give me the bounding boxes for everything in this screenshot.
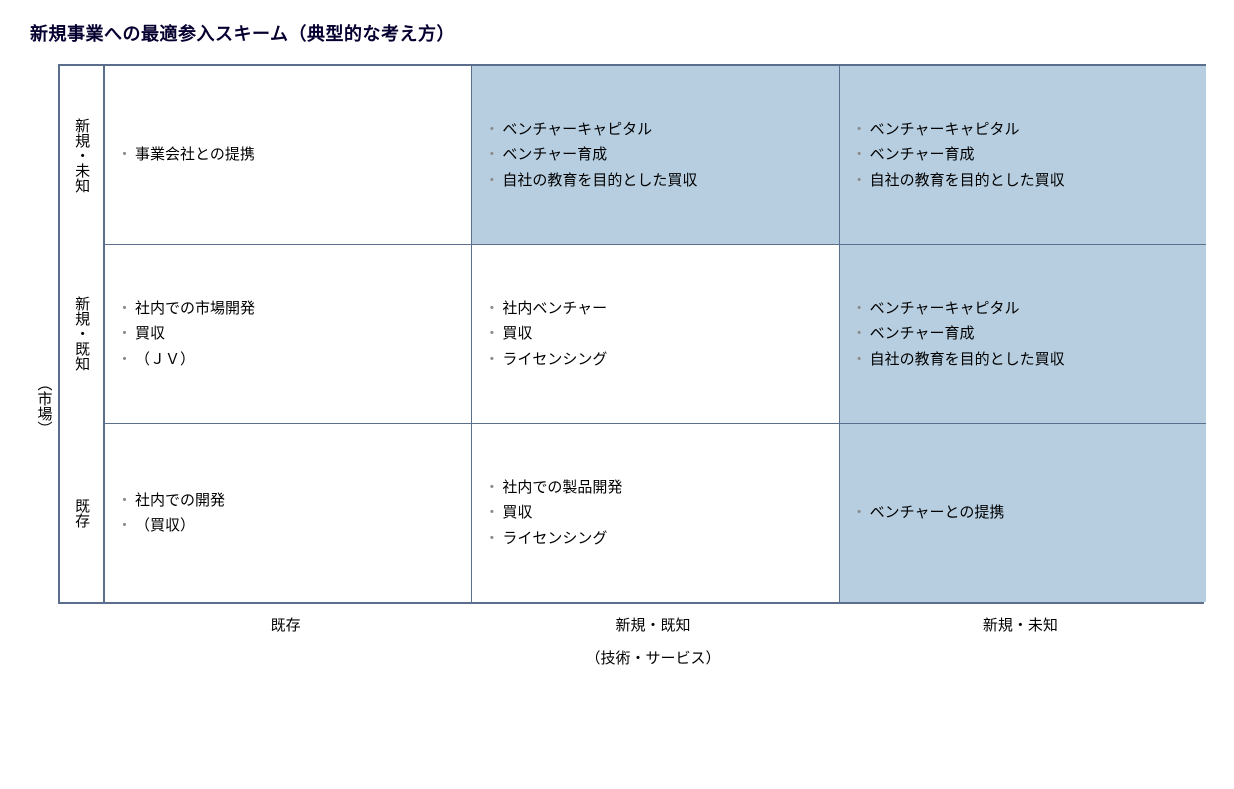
cell-item: （ＪＶ） [117, 347, 255, 373]
y-axis-label: 新規・既知 [60, 244, 104, 423]
y-axis-label: 新規・未知 [60, 66, 104, 244]
x-axis-label: 新規・未知 [837, 604, 1204, 641]
matrix-cell: ベンチャーキャピタルベンチャー育成自社の教育を目的とした買収 [839, 66, 1206, 244]
cell-item: 社内での製品開発 [484, 475, 622, 501]
cell-item: 買収 [484, 321, 607, 347]
y-axis-label: 既存 [60, 423, 104, 602]
cell-item: ベンチャーキャピタル [852, 117, 1065, 143]
cell-item: 社内での市場開発 [117, 296, 255, 322]
matrix-grid: 新規・未知事業会社との提携ベンチャーキャピタルベンチャー育成自社の教育を目的とし… [58, 64, 1206, 602]
cell-item: ライセンシング [484, 347, 607, 373]
matrix-cell: 事業会社との提携 [104, 66, 471, 244]
x-axis-label: 既存 [102, 604, 469, 641]
cell-item: ベンチャーとの提携 [852, 500, 1005, 526]
matrix-cell: 社内での開発（買収） [104, 423, 471, 602]
matrix-cell: 社内での市場開発買収（ＪＶ） [104, 244, 471, 423]
entry-scheme-matrix: （市場） 新規・未知事業会社との提携ベンチャーキャピタルベンチャー育成自社の教育… [30, 64, 1204, 668]
cell-item: ライセンシング [484, 526, 622, 552]
cell-item: ベンチャーキャピタル [852, 296, 1065, 322]
cell-item: 事業会社との提携 [117, 142, 255, 168]
cell-item: ベンチャーキャピタル [484, 117, 697, 143]
cell-item: （買収） [117, 513, 225, 539]
cell-item: 自社の教育を目的とした買収 [852, 347, 1065, 373]
matrix-cell: 社内での製品開発買収ライセンシング [471, 423, 838, 602]
y-axis-title: （市場） [30, 64, 58, 668]
cell-item: 自社の教育を目的とした買収 [852, 168, 1065, 194]
cell-item: ベンチャー育成 [484, 142, 697, 168]
cell-item: 買収 [117, 321, 255, 347]
matrix-cell: ベンチャーとの提携 [839, 423, 1206, 602]
x-axis-title: （技術・サービス） [102, 641, 1204, 668]
x-axis-label: 新規・既知 [469, 604, 836, 641]
x-axis: 既存 新規・既知 新規・未知 [58, 602, 1204, 641]
matrix-cell: 社内ベンチャー買収ライセンシング [471, 244, 838, 423]
cell-item: ベンチャー育成 [852, 142, 1065, 168]
cell-item: ベンチャー育成 [852, 321, 1065, 347]
cell-item: 買収 [484, 500, 622, 526]
cell-item: 社内ベンチャー [484, 296, 607, 322]
cell-item: 自社の教育を目的とした買収 [484, 168, 697, 194]
cell-item: 社内での開発 [117, 488, 225, 514]
matrix-cell: ベンチャーキャピタルベンチャー育成自社の教育を目的とした買収 [471, 66, 838, 244]
matrix-cell: ベンチャーキャピタルベンチャー育成自社の教育を目的とした買収 [839, 244, 1206, 423]
page-title: 新規事業への最適参入スキーム（典型的な考え方） [30, 20, 1204, 46]
